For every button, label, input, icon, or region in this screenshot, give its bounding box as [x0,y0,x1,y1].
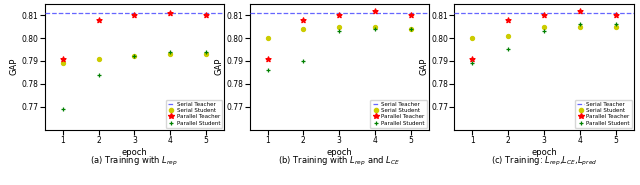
Y-axis label: GAP: GAP [419,58,428,75]
Point [503,34,513,37]
Point [539,14,549,17]
X-axis label: epoch: epoch [122,147,147,157]
Point [611,23,621,26]
Legend: Serial Teacher, Serial Student, Parallel Teacher, Parallel Student: Serial Teacher, Serial Student, Parallel… [371,100,427,128]
Point [611,14,621,17]
Point [575,23,585,26]
Point [298,59,308,62]
Point [93,57,104,60]
Text: (b) Training with $L_{rep}$ and $L_{CE}$: (b) Training with $L_{rep}$ and $L_{CE}$ [278,155,400,169]
Point [58,57,68,60]
Text: (a) Training with $L_{rep}$: (a) Training with $L_{rep}$ [90,155,179,169]
Point [262,36,273,39]
Point [503,18,513,21]
Point [165,11,175,14]
Point [467,57,477,60]
Point [611,25,621,28]
Point [406,27,416,30]
Point [129,55,140,58]
Point [298,18,308,21]
Point [165,53,175,55]
X-axis label: epoch: epoch [531,147,557,157]
Point [58,107,68,110]
X-axis label: epoch: epoch [326,147,352,157]
Point [539,30,549,33]
Point [129,55,140,58]
Point [467,36,477,39]
Y-axis label: GAP: GAP [10,58,19,75]
Point [93,18,104,21]
Point [539,25,549,28]
Point [201,50,211,53]
Point [201,53,211,55]
Point [201,14,211,17]
Point [165,50,175,53]
Point [575,9,585,12]
Point [262,57,273,60]
Point [503,48,513,51]
Point [370,9,380,12]
Y-axis label: GAP: GAP [214,58,223,75]
Text: (c) Training: $L_{rep}$,$L_{CE}$,$L_{pred}$: (c) Training: $L_{rep}$,$L_{CE}$,$L_{pre… [491,155,597,169]
Point [406,14,416,17]
Point [575,25,585,28]
Point [298,27,308,30]
Point [129,14,140,17]
Legend: Serial Teacher, Serial Student, Parallel Teacher, Parallel Student: Serial Teacher, Serial Student, Parallel… [575,100,632,128]
Point [467,62,477,65]
Point [370,25,380,28]
Point [93,73,104,76]
Point [370,27,380,30]
Point [58,62,68,65]
Point [406,27,416,30]
Point [334,25,344,28]
Point [334,30,344,33]
Point [262,69,273,72]
Legend: Serial Teacher, Serial Student, Parallel Teacher, Parallel Student: Serial Teacher, Serial Student, Parallel… [166,100,222,128]
Point [334,14,344,17]
